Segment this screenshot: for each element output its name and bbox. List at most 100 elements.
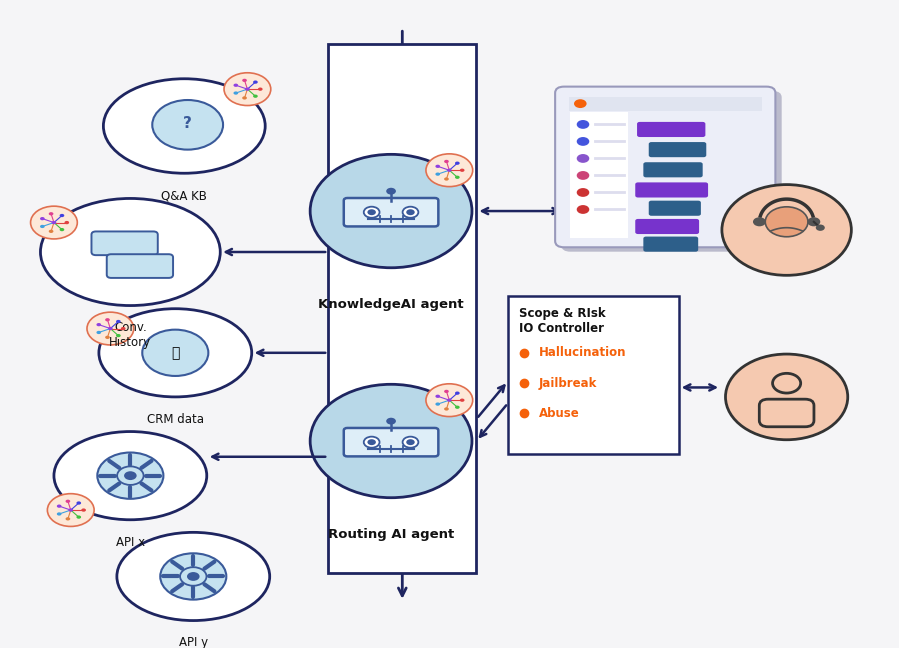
Text: 🤝: 🤝: [171, 346, 180, 360]
FancyBboxPatch shape: [644, 162, 703, 178]
FancyBboxPatch shape: [636, 182, 708, 198]
Circle shape: [234, 84, 238, 87]
Circle shape: [310, 384, 472, 498]
Circle shape: [444, 389, 449, 393]
Circle shape: [242, 78, 247, 82]
Circle shape: [40, 225, 45, 228]
FancyBboxPatch shape: [649, 142, 707, 157]
Circle shape: [459, 399, 465, 402]
Text: Hallucination: Hallucination: [539, 346, 626, 359]
Circle shape: [577, 120, 590, 129]
Circle shape: [387, 188, 396, 194]
Circle shape: [245, 87, 250, 91]
Text: Abuse: Abuse: [539, 407, 579, 420]
Circle shape: [31, 206, 77, 239]
Circle shape: [444, 408, 449, 411]
Circle shape: [81, 509, 86, 512]
Circle shape: [455, 406, 459, 409]
Text: Conv.
History: Conv. History: [110, 321, 151, 349]
Circle shape: [142, 330, 209, 376]
Text: Q&A KB: Q&A KB: [161, 189, 208, 202]
Circle shape: [444, 178, 449, 181]
Circle shape: [57, 505, 61, 508]
Circle shape: [187, 572, 200, 581]
Circle shape: [65, 221, 69, 224]
FancyBboxPatch shape: [508, 296, 679, 454]
Circle shape: [426, 384, 473, 417]
FancyBboxPatch shape: [636, 219, 699, 234]
Ellipse shape: [99, 308, 252, 397]
Text: CRM data: CRM data: [147, 413, 204, 426]
Circle shape: [59, 228, 65, 231]
Circle shape: [406, 439, 414, 445]
FancyBboxPatch shape: [328, 44, 476, 573]
Circle shape: [577, 154, 590, 163]
Circle shape: [387, 418, 396, 424]
Circle shape: [459, 168, 465, 172]
Circle shape: [455, 391, 459, 395]
Circle shape: [49, 212, 53, 215]
Circle shape: [403, 207, 418, 218]
Circle shape: [105, 336, 110, 339]
Circle shape: [124, 471, 137, 480]
Circle shape: [116, 334, 120, 337]
Circle shape: [455, 161, 459, 165]
Circle shape: [807, 217, 820, 226]
Circle shape: [722, 185, 851, 275]
Circle shape: [48, 494, 94, 526]
Circle shape: [368, 439, 376, 445]
Circle shape: [87, 312, 134, 345]
Circle shape: [254, 80, 258, 84]
Circle shape: [57, 513, 61, 516]
Text: API y: API y: [179, 636, 208, 648]
Circle shape: [577, 188, 590, 197]
Text: ?: ?: [183, 116, 192, 131]
Circle shape: [447, 168, 451, 172]
Circle shape: [725, 354, 848, 440]
Circle shape: [76, 502, 81, 505]
Circle shape: [258, 87, 263, 91]
Circle shape: [406, 209, 414, 215]
Ellipse shape: [117, 533, 270, 621]
Ellipse shape: [103, 79, 265, 173]
FancyBboxPatch shape: [343, 198, 439, 226]
Circle shape: [49, 229, 53, 233]
Circle shape: [108, 327, 112, 330]
FancyBboxPatch shape: [343, 428, 439, 456]
Circle shape: [403, 437, 418, 448]
Circle shape: [815, 224, 824, 231]
Circle shape: [76, 515, 81, 519]
Circle shape: [234, 91, 238, 95]
Circle shape: [577, 171, 590, 180]
Circle shape: [364, 207, 379, 218]
Text: Routing AI agent: Routing AI agent: [328, 528, 454, 541]
Circle shape: [447, 399, 451, 402]
Circle shape: [51, 221, 57, 224]
Circle shape: [96, 331, 101, 334]
Circle shape: [577, 137, 590, 146]
Circle shape: [444, 160, 449, 163]
Circle shape: [160, 553, 227, 599]
Bar: [568, 97, 761, 111]
Circle shape: [152, 100, 223, 150]
Circle shape: [105, 318, 110, 321]
Circle shape: [180, 567, 207, 586]
Circle shape: [66, 500, 70, 503]
Circle shape: [435, 395, 441, 398]
Circle shape: [59, 214, 65, 217]
Circle shape: [426, 154, 473, 187]
Circle shape: [435, 165, 441, 168]
Circle shape: [40, 217, 45, 220]
Circle shape: [96, 323, 101, 327]
Circle shape: [224, 73, 271, 106]
FancyBboxPatch shape: [649, 201, 701, 216]
FancyBboxPatch shape: [637, 122, 706, 137]
Circle shape: [254, 95, 258, 98]
Text: KnowledgeAI agent: KnowledgeAI agent: [318, 298, 464, 311]
FancyBboxPatch shape: [92, 231, 158, 255]
Circle shape: [753, 217, 766, 226]
FancyBboxPatch shape: [561, 91, 781, 251]
Circle shape: [310, 154, 472, 268]
Circle shape: [368, 209, 376, 215]
Circle shape: [97, 452, 164, 499]
